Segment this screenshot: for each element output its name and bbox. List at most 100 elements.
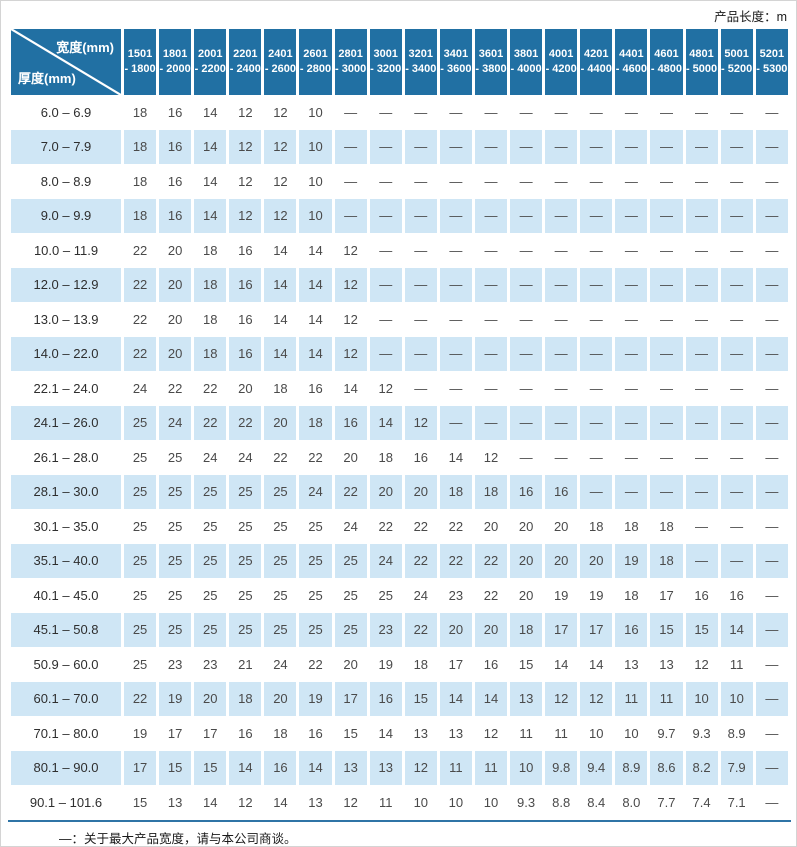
max-length-value-cell: — xyxy=(439,267,472,302)
max-length-value-cell: 14 xyxy=(439,681,472,716)
max-length-value-cell: — xyxy=(615,302,648,337)
max-length-value-cell: 15 xyxy=(404,681,437,716)
max-length-value-cell: 20 xyxy=(404,474,437,509)
column-header-width-range: 3601 - 3800 xyxy=(474,29,508,95)
thickness-range-label: 28.1 – 30.0 xyxy=(11,474,121,509)
max-length-value-cell: 12 xyxy=(334,233,367,268)
max-length-value-cell: 20 xyxy=(229,371,262,406)
max-length-value-cell: 12 xyxy=(580,681,613,716)
max-length-value-cell: 17 xyxy=(334,681,367,716)
max-length-value-cell: 22 xyxy=(124,681,157,716)
max-length-value-cell: 20 xyxy=(510,543,543,578)
max-length-value-cell: 12 xyxy=(685,647,718,682)
max-length-value-cell: — xyxy=(755,302,788,337)
max-length-value-cell: — xyxy=(685,440,718,475)
max-length-value-cell: 10 xyxy=(615,716,648,751)
max-length-value-cell: 20 xyxy=(194,681,227,716)
max-length-value-cell: 20 xyxy=(159,302,192,337)
max-length-value-cell: 18 xyxy=(124,129,157,164)
max-length-value-cell: 18 xyxy=(615,578,648,613)
max-length-value-cell: — xyxy=(580,129,613,164)
max-length-value-cell: 14 xyxy=(194,198,227,233)
max-length-value-cell: 14 xyxy=(580,647,613,682)
max-length-value-cell: — xyxy=(685,543,718,578)
max-length-value-cell: 13 xyxy=(334,750,367,785)
column-header-row: 宽度(mm) 厚度(mm) 1501 - 1800 1801 - 2000 2001 - … xyxy=(11,29,788,95)
max-length-value-cell: 10 xyxy=(720,681,753,716)
max-length-value-cell: — xyxy=(580,267,613,302)
max-length-value-cell: 8.6 xyxy=(650,750,683,785)
max-length-value-cell: 25 xyxy=(159,578,192,613)
column-header-width-range: 4401 - 4600 xyxy=(615,29,648,95)
max-length-value-cell: 25 xyxy=(264,509,297,544)
max-length-value-cell: 25 xyxy=(194,474,227,509)
max-length-value-cell: — xyxy=(510,233,543,268)
table-row: 10.0 – 11.9 22 20 18 16 14 14 12— — — — — — — — — — — — xyxy=(11,233,788,268)
max-length-value-cell: 17 xyxy=(439,647,472,682)
max-length-value-cell: 19 xyxy=(615,543,648,578)
max-length-value-cell: — xyxy=(580,198,613,233)
max-length-value-cell: 17 xyxy=(159,716,192,751)
max-length-value-cell: 22 xyxy=(369,509,402,544)
width-range-start: 3801 xyxy=(513,48,539,60)
max-length-value-cell: 12 xyxy=(474,440,508,475)
max-length-value-cell: — xyxy=(685,95,718,130)
width-range-end: - 4800 xyxy=(650,63,683,75)
max-length-value-cell: 11 xyxy=(650,681,683,716)
max-length-value-cell: 10 xyxy=(299,198,332,233)
max-length-value-cell: — xyxy=(404,371,437,406)
max-length-value-cell: 24 xyxy=(264,647,297,682)
max-length-value-cell: 9.3 xyxy=(685,716,718,751)
column-header-width-range: 5001 - 5200 xyxy=(720,29,753,95)
max-length-value-cell: — xyxy=(755,129,788,164)
max-length-value-cell: 14 xyxy=(720,612,753,647)
max-length-value-cell: 15 xyxy=(159,750,192,785)
max-length-value-cell: — xyxy=(474,302,508,337)
max-length-value-cell: 7.4 xyxy=(685,785,718,820)
max-length-value-cell: — xyxy=(369,233,402,268)
width-range-end: - 4200 xyxy=(545,63,577,75)
max-length-value-cell: — xyxy=(439,233,472,268)
column-header-width-range: 1801 - 2000 xyxy=(159,29,192,95)
column-header-width-range: 4001 - 4200 xyxy=(545,29,578,95)
max-length-value-cell: 16 xyxy=(685,578,718,613)
max-length-value-cell: — xyxy=(545,405,578,440)
max-length-value-cell: — xyxy=(404,302,437,337)
max-length-value-cell: 14 xyxy=(369,716,402,751)
max-length-value-cell: — xyxy=(404,198,437,233)
max-length-value-cell: 10 xyxy=(299,129,332,164)
max-length-value-cell: — xyxy=(439,164,472,199)
max-length-value-cell: — xyxy=(545,164,578,199)
max-length-value-cell: 18 xyxy=(650,543,683,578)
max-length-value-cell: — xyxy=(439,302,472,337)
max-length-value-cell: — xyxy=(755,750,788,785)
max-length-value-cell: 16 xyxy=(229,233,262,268)
column-header-width-range: 4801 - 5000 xyxy=(685,29,718,95)
max-length-value-cell: 12 xyxy=(334,302,367,337)
max-length-value-cell: — xyxy=(580,336,613,371)
max-length-value-cell: 14 xyxy=(545,647,578,682)
max-length-value-cell: 14 xyxy=(334,371,367,406)
max-length-value-cell: — xyxy=(755,509,788,544)
max-length-value-cell: 12 xyxy=(369,371,402,406)
column-header-width-range: 3001 - 3200 xyxy=(369,29,402,95)
max-length-value-cell: 18 xyxy=(124,164,157,199)
max-length-value-cell: — xyxy=(615,233,648,268)
max-length-value-cell: 16 xyxy=(229,267,262,302)
max-length-value-cell: — xyxy=(755,578,788,613)
max-length-value-cell: — xyxy=(755,233,788,268)
max-length-value-cell: 16 xyxy=(159,198,192,233)
max-length-value-cell: 16 xyxy=(159,129,192,164)
max-length-value-cell: — xyxy=(685,129,718,164)
max-length-value-cell: 23 xyxy=(439,578,472,613)
max-length-value-cell: — xyxy=(474,129,508,164)
max-length-value-cell: 8.4 xyxy=(580,785,613,820)
table-bottom-border xyxy=(8,820,791,822)
max-length-value-cell: 10 xyxy=(299,164,332,199)
max-length-value-cell: 24 xyxy=(334,509,367,544)
max-length-value-cell: — xyxy=(650,129,683,164)
width-range-end: - 2400 xyxy=(229,63,261,75)
thickness-range-label: 14.0 – 22.0 xyxy=(11,336,121,371)
max-length-value-cell: — xyxy=(615,267,648,302)
